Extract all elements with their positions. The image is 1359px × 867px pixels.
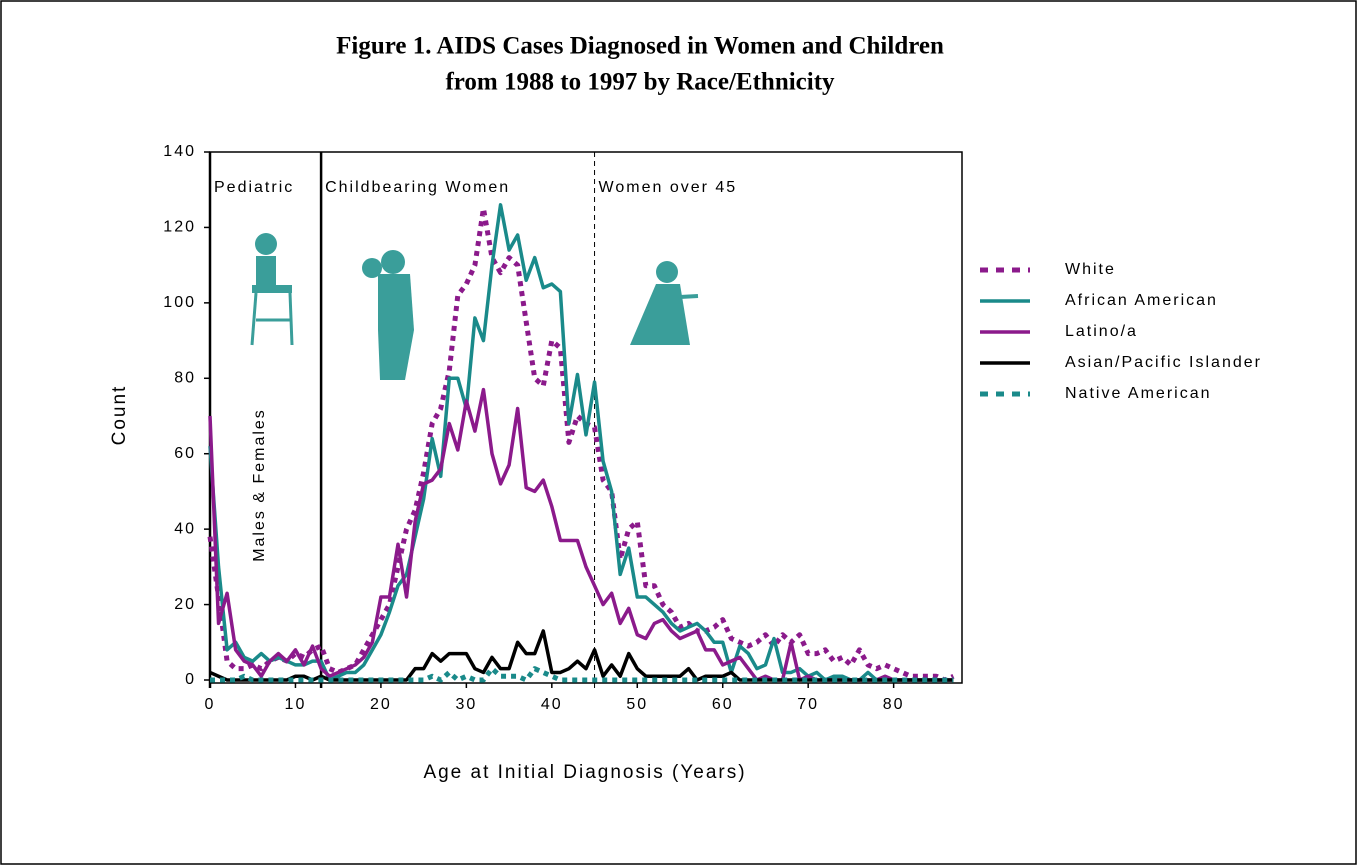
x-tick-label: 20 (370, 696, 392, 713)
region-label: Pediatric (214, 179, 294, 196)
x-tick-label: 50 (626, 696, 648, 713)
annotation: Males & Females (251, 408, 268, 562)
x-tick-label: 80 (883, 696, 905, 713)
series-line (209, 629, 954, 682)
y-tick-label: 60 (174, 445, 196, 462)
x-tick-label: 0 (205, 696, 216, 713)
x-tick-label: 70 (797, 696, 819, 713)
y-tick-label: 80 (174, 370, 196, 387)
icons (250, 233, 699, 380)
x-tick-label: 40 (541, 696, 563, 713)
y-tick-label: 120 (163, 219, 196, 236)
y-tick-label: 20 (174, 596, 196, 613)
series-line (208, 203, 954, 682)
chart-subtitle: from 1988 to 1997 by Race/Ethnicity (445, 69, 835, 96)
legend-label: Native American (1065, 385, 1212, 402)
y-tick-label: 40 (174, 520, 196, 537)
legend-label: Latino/a (1065, 323, 1138, 340)
y-tick-label: 0 (185, 671, 196, 688)
legend-label: African American (1065, 292, 1218, 309)
x-tick-label: 60 (712, 696, 734, 713)
y-axis-label: Count (109, 385, 130, 446)
y-tick-label: 100 (163, 294, 196, 311)
chart-title: Figure 1. AIDS Cases Diagnosed in Women … (336, 33, 944, 60)
region-label: Women over 45 (599, 179, 738, 196)
x-tick-label: 10 (285, 696, 307, 713)
legend-label: Asian/Pacific Islander (1065, 354, 1262, 371)
region-label: Childbearing Women (325, 179, 510, 196)
x-axis-label: Age at Initial Diagnosis (Years) (423, 762, 746, 783)
legend-label: White (1065, 261, 1116, 278)
y-tick-label: 140 (163, 143, 196, 160)
series-line (207, 206, 955, 683)
x-tick-label: 30 (455, 696, 477, 713)
